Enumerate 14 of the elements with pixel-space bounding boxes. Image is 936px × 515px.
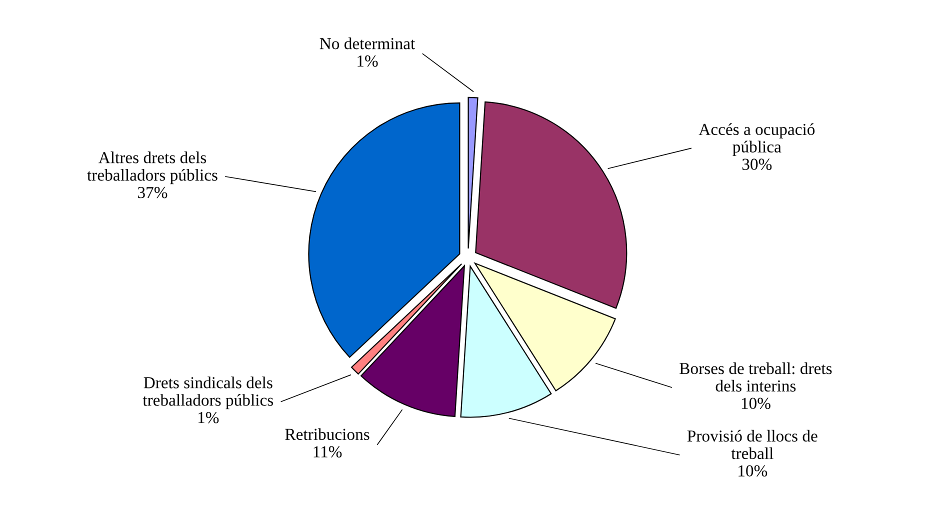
- data-label: 10%: [738, 465, 768, 477]
- slice-label: Altres drets dels treballadors públics: [87, 152, 218, 184]
- slice-label: Provisió de llocs de treball: [687, 430, 818, 460]
- slice-label: No determinat: [320, 38, 416, 50]
- data-label: 11%: [314, 446, 342, 458]
- data-label: 30%: [742, 158, 772, 170]
- slice-label: Drets sindicals dels treballadors públics: [142, 376, 274, 410]
- legend-label: Borses de treball: drets dels interins: [680, 362, 832, 392]
- data-label: 1%: [358, 55, 378, 67]
- data-label: 10%: [742, 398, 770, 410]
- slice-label: Accés a ocupació pública: [698, 123, 815, 156]
- slice-label: Retribucions: [285, 428, 370, 440]
- data-label: 1%: [198, 412, 219, 424]
- data-label: 37%: [138, 186, 168, 198]
